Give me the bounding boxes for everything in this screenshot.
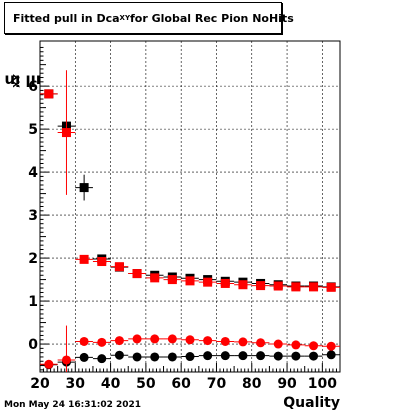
data-point-circle xyxy=(44,359,54,369)
data-point-square xyxy=(185,276,195,286)
y-tick-label: 4 xyxy=(28,165,38,181)
tick-labels: 20 30 40 50 60 70 80 90 100 0 1 2 3 4 5 6 xyxy=(28,79,337,392)
chart-title: Fitted pull in Dca XY for Global Rec Pion… xyxy=(4,2,294,34)
x-tick-label: 80 xyxy=(242,376,262,392)
x-tick-label: 20 xyxy=(30,376,50,392)
data-point-square xyxy=(79,254,89,264)
data-point-square xyxy=(326,282,336,292)
data-point-square xyxy=(291,282,301,292)
data-point-circle xyxy=(132,334,142,344)
data-point-circle xyxy=(203,351,213,361)
axis-ticks xyxy=(39,46,341,372)
data-point-circle xyxy=(273,339,283,349)
plot-frame xyxy=(39,40,341,373)
data-point-circle xyxy=(238,351,248,361)
data-point-circle xyxy=(291,340,301,350)
chart-title-subscript: XY xyxy=(119,14,131,22)
data-point-square xyxy=(309,282,319,292)
data-point-square xyxy=(238,280,248,290)
data-point-circle xyxy=(167,352,177,362)
data-point-square xyxy=(203,277,213,287)
data-point-circle xyxy=(185,335,195,345)
data-point-circle xyxy=(309,341,319,351)
data-point-circle xyxy=(326,350,336,360)
data-point-circle xyxy=(167,334,177,344)
x-tick-label: 90 xyxy=(277,376,297,392)
data-point-circle xyxy=(256,338,266,348)
data-point-square xyxy=(97,257,107,267)
data-point-circle xyxy=(132,352,142,362)
data-point-circle xyxy=(79,352,89,362)
x-axis-label: Quality xyxy=(283,395,340,411)
data-point-circle xyxy=(114,350,124,360)
data-point-circle xyxy=(97,337,107,347)
data-point-square xyxy=(167,275,177,285)
series-3 xyxy=(40,325,340,372)
data-point-circle xyxy=(238,337,248,347)
chart-title-suffix: for Global Rec Pion NoHits xyxy=(130,11,294,25)
y-tick-label: 6 xyxy=(28,79,38,95)
data-point-square xyxy=(132,269,142,279)
x-tick-label: 50 xyxy=(136,376,156,392)
y-tick-label: 0 xyxy=(28,337,38,353)
data-point-square xyxy=(61,128,71,138)
x-tick-label: 70 xyxy=(207,376,227,392)
data-point-square xyxy=(150,273,160,283)
data-point-circle xyxy=(150,352,160,362)
data-point-circle xyxy=(61,355,71,365)
data-point-circle xyxy=(309,351,319,361)
x-tick-label: 100 xyxy=(308,376,337,392)
x-tick-label: 40 xyxy=(101,376,121,392)
data-point-circle xyxy=(220,336,230,346)
data-point-circle xyxy=(114,336,124,346)
timestamp: Mon May 24 16:31:02 2021 xyxy=(4,400,142,410)
series-1 xyxy=(40,70,340,292)
data-point-circle xyxy=(79,336,89,346)
data-point-circle xyxy=(97,354,107,364)
chart-title-prefix: Fitted pull in Dca xyxy=(13,11,120,25)
data-marks xyxy=(40,70,340,372)
x-tick-label: 30 xyxy=(66,376,86,392)
data-point-circle xyxy=(203,336,213,346)
data-point-square xyxy=(114,262,124,272)
data-point-circle xyxy=(185,352,195,362)
data-point-square xyxy=(256,281,266,291)
y-tick-label: 5 xyxy=(28,122,38,138)
data-point-circle xyxy=(150,334,160,344)
y-tick-label: 3 xyxy=(28,208,38,224)
x-tick-label: 60 xyxy=(171,376,191,392)
data-point-square xyxy=(220,278,230,288)
data-point-circle xyxy=(273,351,283,361)
data-point-circle xyxy=(220,351,230,361)
data-point-circle xyxy=(326,341,336,351)
data-point-square xyxy=(79,183,89,193)
data-point-square xyxy=(273,281,283,291)
data-point-circle xyxy=(256,351,266,361)
y-tick-label: 2 xyxy=(28,251,38,267)
data-point-circle xyxy=(291,351,301,361)
y-tick-label: 1 xyxy=(28,294,38,310)
data-point-square xyxy=(44,89,54,99)
